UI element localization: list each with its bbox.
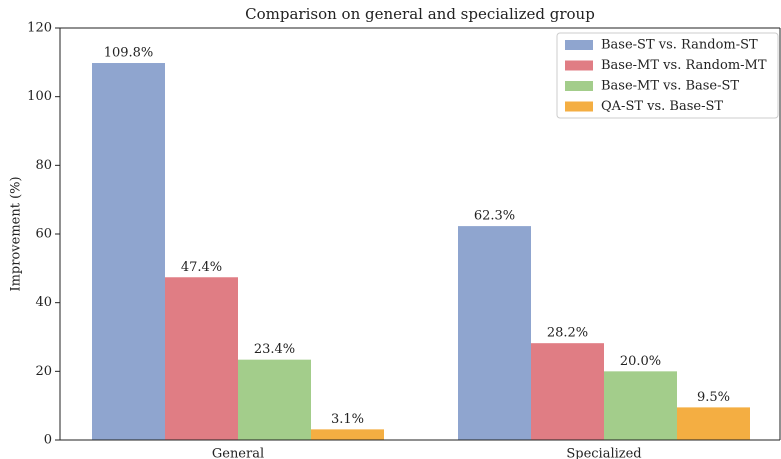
y-tick-label: 0 [44, 433, 52, 448]
bar [311, 429, 384, 440]
bar [238, 359, 311, 440]
legend-label: QA-ST vs. Base-ST [601, 99, 723, 114]
legend-label: Base-MT vs. Base-ST [601, 79, 739, 94]
x-tick-label: Specialized [566, 447, 641, 459]
legend-label: Base-MT vs. Random-MT [601, 58, 767, 73]
bar [165, 277, 238, 440]
legend-label: Base-ST vs. Random-ST [601, 38, 758, 53]
value-label: 23.4% [254, 342, 295, 357]
bar [92, 63, 165, 441]
legend-swatch [565, 60, 593, 71]
legend-swatch [565, 40, 593, 50]
value-label: 28.2% [547, 326, 588, 341]
value-label: 109.8% [104, 46, 154, 61]
y-tick-label: 80 [35, 158, 52, 173]
chart-title: Comparison on general and specialized gr… [245, 5, 595, 23]
y-axis-label: Improvement (%) [9, 176, 24, 291]
legend-swatch [565, 101, 593, 112]
value-label: 62.3% [474, 209, 515, 224]
bar [531, 343, 604, 440]
value-label: 47.4% [181, 260, 222, 275]
legend-swatch [565, 81, 593, 91]
bar [677, 407, 750, 440]
value-label: 20.0% [620, 354, 661, 369]
y-tick-label: 100 [27, 89, 52, 104]
legend-box [556, 32, 779, 119]
bar [458, 226, 531, 440]
y-tick-label: 40 [35, 295, 52, 310]
x-tick-label: General [212, 447, 264, 459]
value-label: 9.5% [697, 390, 730, 405]
y-tick-label: 60 [35, 227, 52, 242]
bar [604, 371, 677, 440]
value-label: 3.1% [331, 412, 364, 427]
y-tick-label: 20 [35, 364, 52, 379]
y-tick-label: 120 [27, 21, 52, 36]
